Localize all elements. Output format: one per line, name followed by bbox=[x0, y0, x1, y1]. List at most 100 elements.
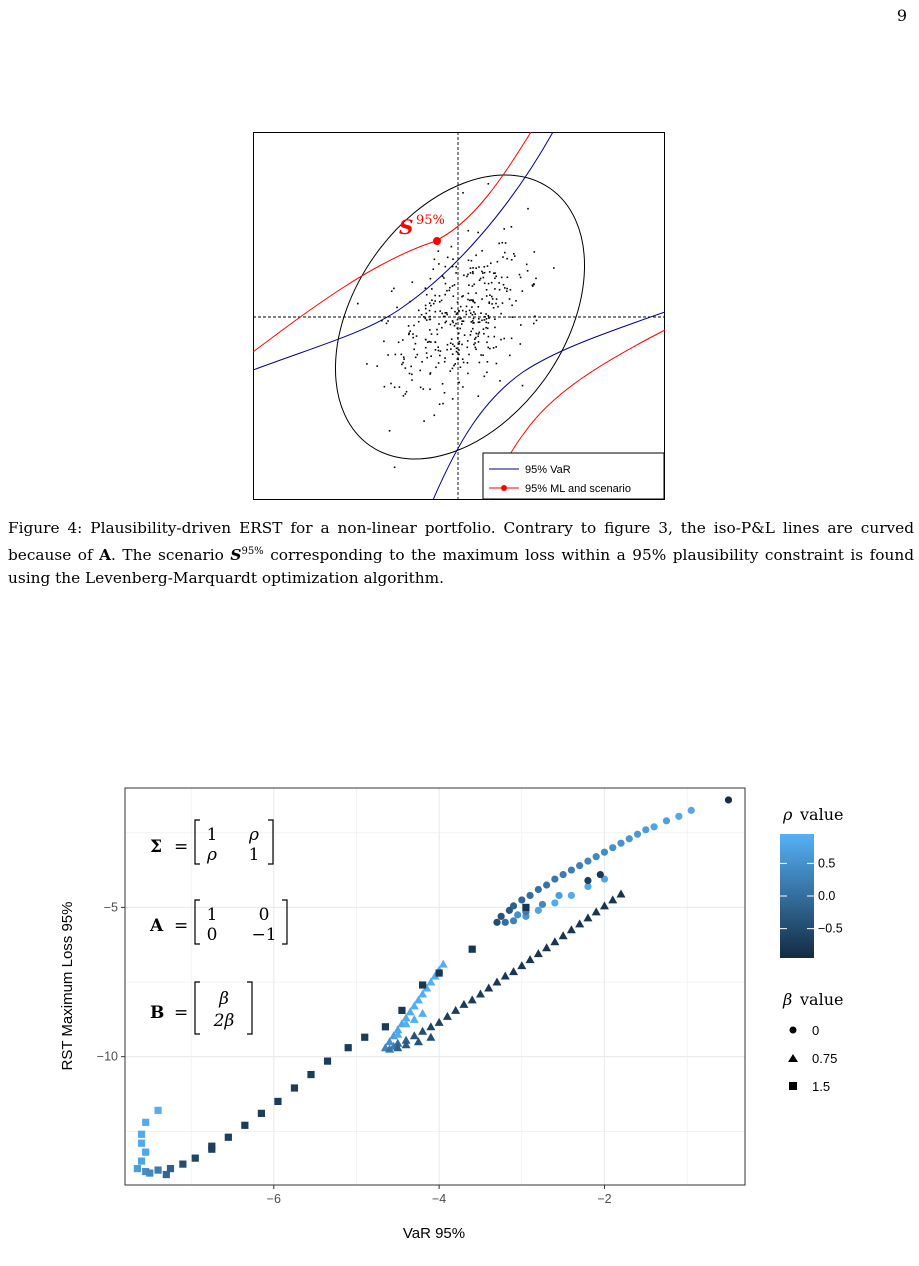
sample-point bbox=[510, 259, 513, 261]
point-circle bbox=[551, 899, 559, 907]
point-triangle bbox=[393, 1029, 403, 1038]
sample-point bbox=[465, 313, 468, 316]
var-curve-lower bbox=[432, 311, 665, 500]
colorbar-tick-label: −0.5 bbox=[818, 922, 843, 936]
sample-point bbox=[458, 310, 460, 313]
sample-point bbox=[474, 301, 476, 304]
sample-point bbox=[437, 250, 440, 252]
sample-point bbox=[425, 312, 428, 315]
sample-point bbox=[446, 343, 449, 346]
sample-point bbox=[429, 388, 431, 391]
sample-point bbox=[469, 299, 471, 302]
a-m21: 0 bbox=[207, 925, 218, 945]
legend-beta-15: 1.5 bbox=[812, 1079, 830, 1094]
sample-point bbox=[492, 307, 495, 309]
sample-point bbox=[459, 317, 461, 320]
sample-point bbox=[508, 298, 511, 300]
sample-point bbox=[428, 340, 431, 343]
point-triangle bbox=[409, 1001, 419, 1010]
point-square bbox=[191, 1154, 199, 1162]
sample-point bbox=[463, 334, 466, 336]
sample-point bbox=[453, 324, 456, 327]
sample-point bbox=[465, 310, 467, 313]
sample-point bbox=[414, 356, 417, 359]
sample-point bbox=[451, 285, 454, 287]
sample-point bbox=[452, 343, 454, 346]
point-circle bbox=[584, 857, 592, 865]
sample-point bbox=[486, 265, 489, 267]
a-lhs: A bbox=[149, 916, 164, 936]
sample-point bbox=[450, 338, 453, 340]
caption-part-3: corresponding to the maximum loss within… bbox=[8, 546, 914, 588]
sample-point bbox=[468, 284, 470, 286]
point-square bbox=[468, 945, 476, 953]
sample-point bbox=[485, 321, 487, 324]
sample-point bbox=[443, 360, 446, 363]
sample-point bbox=[376, 365, 378, 367]
sample-point bbox=[451, 265, 454, 268]
point-circle bbox=[567, 866, 576, 874]
y-tick-label: −10 bbox=[97, 1050, 118, 1064]
sample-point bbox=[385, 322, 388, 325]
sample-point bbox=[477, 395, 480, 397]
sample-point bbox=[432, 268, 435, 270]
sample-point bbox=[459, 305, 462, 308]
sample-point bbox=[471, 285, 474, 287]
sample-point bbox=[425, 319, 428, 321]
sample-point bbox=[475, 254, 477, 257]
b-lhs: B bbox=[150, 1003, 164, 1023]
sample-point bbox=[444, 357, 446, 359]
point-square bbox=[208, 1142, 216, 1150]
sample-point bbox=[519, 276, 522, 279]
sample-point bbox=[489, 294, 491, 296]
sample-point bbox=[521, 384, 524, 387]
point-triangle bbox=[401, 1035, 411, 1044]
x-tick-label: −2 bbox=[597, 1192, 611, 1206]
sample-point bbox=[477, 333, 480, 335]
point-square bbox=[142, 1118, 150, 1126]
sample-point bbox=[506, 257, 508, 260]
point-square bbox=[361, 1033, 369, 1041]
point-triangle bbox=[430, 971, 440, 980]
sample-point bbox=[429, 318, 432, 321]
sample-point bbox=[393, 466, 396, 469]
legend-square-icon bbox=[789, 1082, 797, 1090]
point-triangle bbox=[608, 895, 618, 904]
sample-point bbox=[481, 270, 483, 273]
sample-point bbox=[455, 313, 458, 316]
sample-point bbox=[474, 338, 476, 340]
point-triangle bbox=[475, 989, 485, 998]
point-triangle bbox=[616, 889, 626, 898]
sample-point bbox=[437, 362, 440, 364]
sample-point bbox=[434, 294, 436, 297]
sample-point bbox=[498, 282, 500, 284]
sample-point bbox=[437, 346, 439, 348]
sample-point bbox=[494, 318, 496, 320]
sample-point bbox=[424, 346, 427, 349]
point-triangle bbox=[509, 967, 519, 976]
point-triangle bbox=[542, 943, 552, 952]
sample-point bbox=[471, 314, 474, 316]
sample-point bbox=[479, 277, 482, 280]
sample-point bbox=[482, 272, 484, 274]
sample-point bbox=[461, 309, 464, 312]
sample-point bbox=[470, 259, 473, 262]
y-axis-label: RST Maximum Loss 95% bbox=[59, 902, 76, 1071]
sample-point bbox=[434, 341, 437, 344]
point-circle bbox=[633, 830, 642, 838]
sample-point bbox=[433, 414, 436, 417]
sample-point bbox=[470, 330, 472, 333]
sample-point bbox=[490, 262, 492, 265]
sample-point bbox=[477, 306, 480, 308]
sample-point bbox=[533, 283, 535, 285]
sample-point bbox=[470, 321, 473, 323]
point-triangle bbox=[599, 901, 609, 910]
sample-point bbox=[486, 371, 488, 374]
point-circle bbox=[592, 853, 600, 861]
sample-point bbox=[475, 332, 478, 335]
sample-point bbox=[439, 310, 441, 312]
sample-point bbox=[485, 313, 487, 315]
sigma-lhs: Σ bbox=[150, 837, 162, 857]
figure-4: S 95% 95% VaR 95% ML and scenario bbox=[253, 132, 665, 500]
sample-point bbox=[499, 380, 501, 382]
